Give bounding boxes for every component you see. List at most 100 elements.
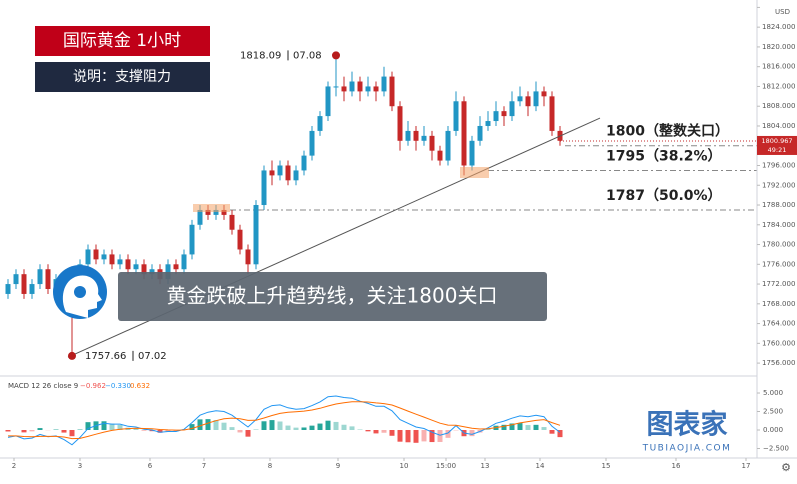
candle-body: [374, 86, 379, 91]
macd-histogram-bar: [198, 419, 203, 430]
y-tick-label: 1768.000: [762, 300, 795, 308]
y-tick-label: 1780.000: [762, 241, 795, 249]
y-tick-label: 1792.000: [762, 181, 795, 189]
macd-histogram-bar: [246, 430, 251, 437]
candle-body: [526, 96, 531, 106]
candle-body: [14, 274, 19, 284]
macd-y-tick-label: 0.000: [763, 426, 783, 434]
macd-histogram-bar: [334, 422, 339, 430]
macd-histogram-bar: [22, 430, 27, 432]
candle-body: [342, 86, 347, 91]
candle-body: [38, 269, 43, 284]
macd-histogram-bar: [358, 429, 363, 430]
y-tick-label: 1824.000: [762, 23, 795, 31]
macd-histogram-bar: [222, 423, 227, 430]
x-tick-label: 3: [78, 462, 82, 470]
level-label: 1795（38.2%）: [606, 148, 722, 164]
macd-histogram-bar: [278, 421, 283, 430]
candle-body: [390, 77, 395, 107]
macd-y-tick-label: 5.000: [763, 389, 783, 397]
extreme-dot: [332, 51, 340, 59]
candle-body: [182, 254, 187, 269]
y-tick-label: 1812.000: [762, 82, 795, 90]
macd-histogram-bar: [422, 430, 427, 441]
extreme-dot: [68, 352, 76, 360]
candle-body: [486, 121, 491, 126]
macd-histogram-bar: [526, 425, 531, 430]
macd-histogram-bar: [134, 429, 139, 430]
macd-histogram-bar: [414, 430, 419, 443]
candle-body: [262, 170, 267, 205]
macd-histogram-bar: [62, 430, 67, 433]
macd-histogram-bar: [438, 430, 443, 442]
settings-icon[interactable]: ⚙: [781, 461, 791, 474]
banner: 黄金跌破上升趋势线，关注1800关口: [167, 284, 498, 308]
macd-legend-value: −0.330: [105, 382, 131, 390]
candle-body: [46, 269, 51, 289]
candle-body: [302, 156, 307, 171]
macd-histogram-bar: [374, 430, 379, 433]
watermark-url: TUBIAOJIA.COM: [642, 444, 732, 454]
candle-body: [518, 96, 523, 101]
level-label: 1800（整数关口）: [606, 123, 729, 140]
x-tick-label: 13: [481, 462, 490, 470]
candle-body: [438, 151, 443, 161]
candle-body: [478, 126, 483, 141]
candle-body: [550, 96, 555, 131]
macd-histogram-bar: [238, 430, 243, 432]
y-tick-label: 1808.000: [762, 102, 795, 110]
macd-histogram-bar: [326, 421, 331, 430]
macd-histogram-bar: [382, 430, 387, 433]
candle-body: [246, 249, 251, 264]
x-tick-label: 6: [148, 462, 153, 470]
candle-body: [398, 106, 403, 141]
macd-histogram-bar: [342, 425, 347, 430]
extreme-date: 07.02: [138, 351, 167, 362]
y-tick-label: 1776.000: [762, 260, 795, 268]
x-tick-label: 17: [742, 462, 751, 470]
candle-body: [414, 131, 419, 141]
title: 国际黄金 1小时: [63, 31, 181, 51]
candle-body: [542, 91, 547, 96]
macd-histogram-bar: [390, 430, 395, 436]
macd-legend-value: 0.632: [130, 382, 150, 390]
currency: USD: [775, 8, 790, 16]
candle-body: [198, 210, 203, 225]
macd-histogram-bar: [262, 421, 267, 430]
candle-body: [318, 116, 323, 131]
highlight-box: [193, 204, 230, 212]
candle-body: [430, 136, 435, 151]
last-price: 1800.967: [761, 137, 792, 145]
candle-body: [470, 141, 475, 166]
x-tick-label: 16: [672, 462, 681, 470]
candle-body: [454, 101, 459, 131]
candle-body: [270, 170, 275, 175]
macd-histogram-bar: [102, 421, 107, 430]
candle-body: [118, 259, 123, 264]
candle-body: [326, 86, 331, 116]
macd-histogram-bar: [366, 430, 371, 431]
y-tick-label: 1816.000: [762, 63, 795, 71]
y-tick-label: 1764.000: [762, 320, 795, 328]
macd-histogram-bar: [270, 420, 275, 430]
candle-body: [494, 111, 499, 121]
subtitle: 说明：支撑阻力: [73, 69, 171, 85]
candle-body: [30, 284, 35, 294]
candle-body: [86, 249, 91, 264]
macd-histogram-bar: [142, 430, 147, 431]
macd-y-tick-label: 2.500: [763, 408, 783, 416]
macd-histogram-bar: [30, 430, 35, 431]
macd-histogram-bar: [302, 427, 307, 430]
x-tick-label: 10: [400, 462, 409, 470]
candle-body: [190, 225, 195, 255]
macd-histogram-bar: [230, 427, 235, 430]
macd-histogram-bar: [406, 430, 411, 442]
y-tick-label: 1760.000: [762, 339, 795, 347]
extreme-label: 1818.09: [240, 50, 281, 61]
x-tick-label: 9: [336, 462, 340, 470]
macd-histogram-bar: [318, 424, 323, 430]
level-label: 1787（50.0%）: [606, 188, 722, 204]
macd-histogram-bar: [38, 428, 43, 430]
icon-dot: [74, 286, 86, 298]
